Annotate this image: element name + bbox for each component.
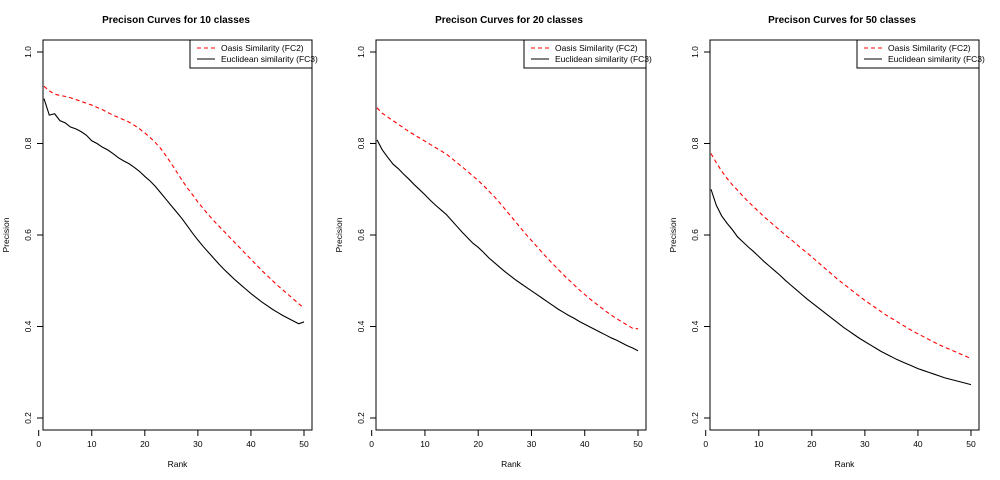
x-tick-label: 40 — [580, 439, 590, 449]
y-axis: 0.2 0.4 0.6 0.8 1.0 — [690, 46, 710, 424]
y-axis: 0.2 0.4 0.6 0.8 1.0 — [356, 46, 376, 424]
x-tick-label: 0 — [36, 439, 41, 449]
y-tick-label: 0.4 — [356, 320, 366, 332]
y-tick-label: 1.0 — [690, 46, 700, 58]
legend-box — [856, 39, 980, 69]
y-tick-label: 0.2 — [690, 412, 700, 424]
x-tick-label: 20 — [140, 439, 150, 449]
x-axis-label: Rank — [501, 459, 522, 469]
chart-panel-50-classes: Precison Curves for 50 classes Rank Prec… — [668, 15, 985, 469]
x-tick-label: 10 — [87, 439, 97, 449]
x-tick-label: 30 — [527, 439, 537, 449]
y-tick-label: 0.6 — [23, 229, 33, 241]
legend-label-euclidean: Euclidean similarity (FC3) — [555, 54, 652, 64]
y-tick-label: 0.2 — [356, 412, 366, 424]
y-tick-label: 0.6 — [356, 229, 366, 241]
legend: Oasis Similarity (FC2) Euclidean similar… — [856, 39, 985, 69]
chart-title: Precison Curves for 10 classes — [102, 15, 250, 26]
y-axis-label: Precision — [1, 217, 11, 252]
legend-box — [189, 39, 313, 69]
x-tick-label: 10 — [420, 439, 430, 449]
plot-frame — [42, 39, 313, 431]
series-line-euclidean — [43, 98, 305, 325]
legend-label-euclidean: Euclidean similarity (FC3) — [888, 54, 985, 64]
x-axis-label: Rank — [835, 459, 856, 469]
x-tick-label: 10 — [754, 439, 764, 449]
x-tick-label: 0 — [369, 439, 374, 449]
y-axis-label: Precision — [668, 217, 678, 252]
x-tick-label: 40 — [246, 439, 256, 449]
chart-title: Precison Curves for 50 classes — [768, 15, 916, 26]
legend: Oasis Similarity (FC2) Euclidean similar… — [189, 39, 318, 69]
series-layer — [376, 107, 639, 352]
series-line-euclidean — [376, 139, 639, 352]
x-axis: 0 10 20 30 40 50 — [369, 430, 643, 449]
plot-frame — [375, 39, 647, 431]
x-axis: 0 10 20 30 40 50 — [703, 430, 976, 449]
chart-panel-20-classes: Precison Curves for 20 classes Rank Prec… — [334, 15, 652, 469]
x-tick-label: 50 — [299, 439, 309, 449]
series-layer — [43, 85, 305, 325]
x-axis-label: Rank — [168, 459, 189, 469]
x-tick-label: 20 — [473, 439, 483, 449]
series-layer — [710, 153, 972, 386]
x-tick-label: 30 — [193, 439, 203, 449]
y-tick-label: 1.0 — [356, 46, 366, 58]
legend-label-oasis: Oasis Similarity (FC2) — [888, 43, 971, 53]
x-tick-label: 40 — [913, 439, 923, 449]
legend-label-oasis: Oasis Similarity (FC2) — [555, 43, 638, 53]
x-tick-label: 50 — [633, 439, 643, 449]
x-tick-label: 0 — [703, 439, 708, 449]
y-axis-label: Precision — [334, 217, 344, 252]
y-tick-label: 0.8 — [690, 137, 700, 149]
x-tick-label: 30 — [860, 439, 870, 449]
legend-label-oasis: Oasis Similarity (FC2) — [221, 43, 304, 53]
y-tick-label: 0.2 — [23, 412, 33, 424]
x-tick-label: 20 — [807, 439, 817, 449]
series-line-oasis — [43, 85, 305, 309]
y-axis: 0.2 0.4 0.6 0.8 1.0 — [23, 46, 43, 424]
legend-label-euclidean: Euclidean similarity (FC3) — [221, 54, 318, 64]
y-tick-label: 1.0 — [23, 46, 33, 58]
y-tick-label: 0.6 — [690, 229, 700, 241]
chart-panel-10-classes: Precison Curves for 10 classes Rank Prec… — [1, 15, 318, 469]
legend: Oasis Similarity (FC2) Euclidean similar… — [523, 39, 652, 69]
series-line-oasis — [710, 153, 972, 360]
x-tick-label: 50 — [966, 439, 976, 449]
y-tick-label: 0.4 — [23, 320, 33, 332]
y-tick-label: 0.8 — [356, 137, 366, 149]
plot-frame — [709, 39, 980, 431]
y-tick-label: 0.8 — [23, 137, 33, 149]
legend-box — [523, 39, 647, 69]
series-line-euclidean — [710, 189, 972, 386]
y-tick-label: 0.4 — [690, 320, 700, 332]
chart-title: Precison Curves for 20 classes — [435, 15, 583, 26]
series-line-oasis — [376, 107, 639, 330]
x-axis: 0 10 20 30 40 50 — [36, 430, 309, 449]
